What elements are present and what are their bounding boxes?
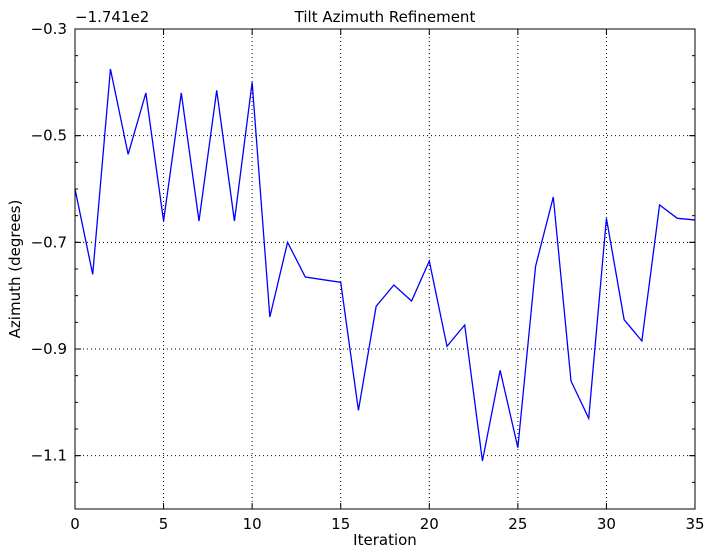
x-tick-label: 0 bbox=[70, 515, 80, 533]
y-tick-label: −0.9 bbox=[31, 340, 67, 358]
chart-title: Tilt Azimuth Refinement bbox=[294, 8, 476, 26]
x-tick-label: 30 bbox=[597, 515, 616, 533]
x-tick-labels: 0 5 10 15 20 25 30 35 bbox=[70, 515, 704, 533]
x-tick-label: 35 bbox=[685, 515, 704, 533]
y-tick-labels: −0.3 −0.5 −0.7 −0.9 −1.1 bbox=[31, 20, 67, 465]
x-axis-title: Iteration bbox=[353, 531, 417, 549]
y-tick-label: −0.3 bbox=[31, 20, 67, 38]
grid-lines bbox=[74, 28, 696, 509]
x-tick-label: 20 bbox=[420, 515, 439, 533]
y-tick-label: −1.1 bbox=[31, 447, 67, 465]
y-tick-label: −0.7 bbox=[31, 233, 67, 251]
y-axis-title: Azimuth (degrees) bbox=[6, 200, 24, 339]
x-tick-label: 10 bbox=[243, 515, 262, 533]
x-tick-label: 15 bbox=[331, 515, 350, 533]
y-tick-label: −0.5 bbox=[31, 127, 67, 145]
x-tick-label: 25 bbox=[508, 515, 527, 533]
series-line bbox=[74, 68, 696, 462]
x-tick-label: 5 bbox=[159, 515, 169, 533]
plot-frame bbox=[74, 28, 696, 510]
y-axis-offset-label: −1.741e2 bbox=[75, 8, 149, 26]
